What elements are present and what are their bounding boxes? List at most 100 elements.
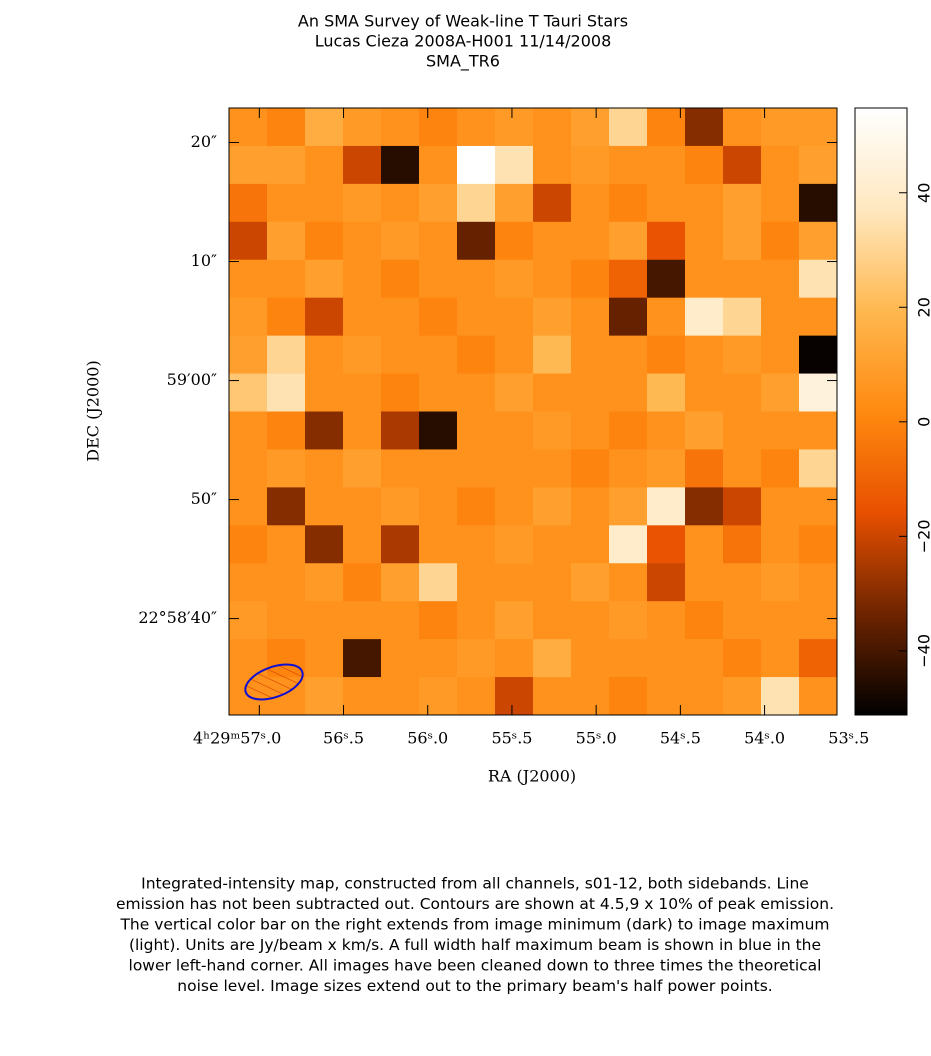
- heatmap-cell: [267, 221, 306, 261]
- heatmap-cell: [419, 183, 458, 223]
- heatmap-cell: [799, 563, 838, 602]
- heatmap-cell: [457, 108, 496, 147]
- heatmap-cell: [495, 221, 534, 261]
- heatmap-cell: [609, 145, 648, 185]
- heatmap-cell: [419, 259, 458, 299]
- heatmap-cell: [723, 108, 762, 147]
- heatmap-cell: [571, 373, 610, 412]
- heatmap-cell: [495, 411, 534, 450]
- heatmap-cell: [723, 601, 762, 640]
- heatmap-cell: [457, 221, 496, 261]
- heatmap-cell: [647, 221, 686, 261]
- heatmap-cell: [571, 601, 610, 640]
- heatmap-cell: [419, 677, 458, 716]
- heatmap-cell: [761, 639, 800, 678]
- heatmap-cell: [609, 373, 648, 412]
- caption-line: lower left-hand corner. All images have …: [129, 957, 822, 975]
- heatmap-cell: [419, 145, 458, 185]
- heatmap-cell: [457, 677, 496, 716]
- heatmap-cell: [419, 411, 458, 450]
- heatmap-cell: [685, 297, 724, 337]
- heatmap-cell: [533, 183, 572, 223]
- heatmap-cell: [799, 411, 838, 450]
- heatmap-cell: [419, 487, 458, 526]
- heatmap-cell: [685, 108, 724, 147]
- caption-line: noise level. Image sizes extend out to t…: [177, 977, 772, 995]
- heatmap-cell: [723, 639, 762, 678]
- heatmap-cell: [267, 335, 306, 375]
- colorbar-tick-label: 0: [915, 417, 931, 427]
- heatmap-cell: [457, 449, 496, 488]
- heatmap-cell: [761, 487, 800, 526]
- heatmap-cell: [723, 487, 762, 526]
- heatmap: [229, 108, 838, 716]
- heatmap-cell: [495, 487, 534, 526]
- heatmap-cell: [419, 601, 458, 640]
- heatmap-cell: [685, 183, 724, 223]
- heatmap-cell: [533, 525, 572, 564]
- heatmap-cell: [229, 335, 268, 375]
- heatmap-cell: [419, 221, 458, 261]
- heatmap-cell: [305, 108, 344, 147]
- heatmap-cell: [495, 183, 534, 223]
- heatmap-cell: [229, 221, 268, 261]
- heatmap-cell: [343, 601, 382, 640]
- heatmap-cell: [457, 259, 496, 299]
- heatmap-cell: [305, 221, 344, 261]
- y-tick-label: 10″: [191, 251, 217, 270]
- heatmap-cell: [799, 259, 838, 299]
- heatmap-cell: [647, 639, 686, 678]
- heatmap-cell: [723, 145, 762, 185]
- heatmap-cell: [609, 108, 648, 147]
- heatmap-cell: [419, 108, 458, 147]
- heatmap-cell: [647, 449, 686, 488]
- heatmap-cell: [533, 487, 572, 526]
- heatmap-cell: [609, 677, 648, 716]
- heatmap-cell: [647, 259, 686, 299]
- heatmap-cell: [381, 677, 420, 716]
- heatmap-cell: [647, 411, 686, 450]
- heatmap-cell: [305, 563, 344, 602]
- heatmap-cell: [533, 677, 572, 716]
- heatmap-cell: [419, 297, 458, 337]
- x-tick-label: 56ˢ.5: [323, 729, 364, 748]
- x-tick-label: 54ˢ.0: [744, 729, 785, 748]
- heatmap-cell: [685, 373, 724, 412]
- beam: [244, 663, 304, 701]
- heatmap-cell: [609, 639, 648, 678]
- heatmap-cell: [343, 449, 382, 488]
- heatmap-cell: [799, 525, 838, 564]
- heatmap-cell: [723, 373, 762, 412]
- heatmap-cell: [799, 449, 838, 488]
- heatmap-cell: [571, 335, 610, 375]
- heatmap-cell: [267, 449, 306, 488]
- heatmap-cell: [609, 183, 648, 223]
- heatmap-cell: [457, 525, 496, 564]
- heatmap-cell: [723, 335, 762, 375]
- heatmap-cell: [305, 411, 344, 450]
- heatmap-cell: [799, 108, 838, 147]
- heatmap-cell: [457, 145, 496, 185]
- heatmap-cell: [419, 525, 458, 564]
- heatmap-cell: [723, 563, 762, 602]
- heatmap-cell: [267, 525, 306, 564]
- heatmap-cell: [609, 525, 648, 564]
- heatmap-cell: [229, 563, 268, 602]
- heatmap-cell: [229, 108, 268, 147]
- heatmap-cell: [495, 525, 534, 564]
- heatmap-cell: [647, 297, 686, 337]
- heatmap-cell: [571, 677, 610, 716]
- heatmap-cell: [457, 487, 496, 526]
- heatmap-cell: [381, 373, 420, 412]
- heatmap-cell: [267, 601, 306, 640]
- heatmap-cell: [571, 221, 610, 261]
- heatmap-cell: [685, 601, 724, 640]
- heatmap-cell: [647, 145, 686, 185]
- heatmap-cell: [799, 297, 838, 337]
- colorbar-tick-label: −40: [915, 634, 931, 668]
- heatmap-cell: [571, 563, 610, 602]
- heatmap-cell: [571, 639, 610, 678]
- heatmap-cell: [229, 145, 268, 185]
- heatmap-cell: [305, 677, 344, 716]
